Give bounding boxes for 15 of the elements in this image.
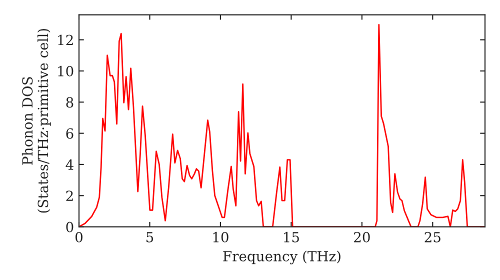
y-tick-label: 12: [58, 34, 73, 46]
x-axis-title: Frequency (THz): [223, 250, 340, 264]
x-tick-label: 10: [213, 232, 228, 242]
y-tick-label: 8: [66, 97, 74, 108]
x-tick-label: 5: [146, 232, 154, 242]
y-axis-title: Phonon DOS (States/THz·primitive cell): [22, 28, 51, 213]
y-tick-label: 2: [66, 190, 73, 201]
y-tick-label: 0: [66, 222, 74, 232]
x-tick-label: 20: [354, 232, 370, 242]
x-tick-label: 0: [75, 232, 82, 242]
y-tick-label: 10: [58, 66, 74, 76]
y-tick-label: 6: [66, 128, 74, 139]
x-tick-label: 25: [424, 232, 440, 242]
x-tick-label: 15: [284, 232, 299, 242]
y-tick-label: 4: [66, 159, 74, 170]
